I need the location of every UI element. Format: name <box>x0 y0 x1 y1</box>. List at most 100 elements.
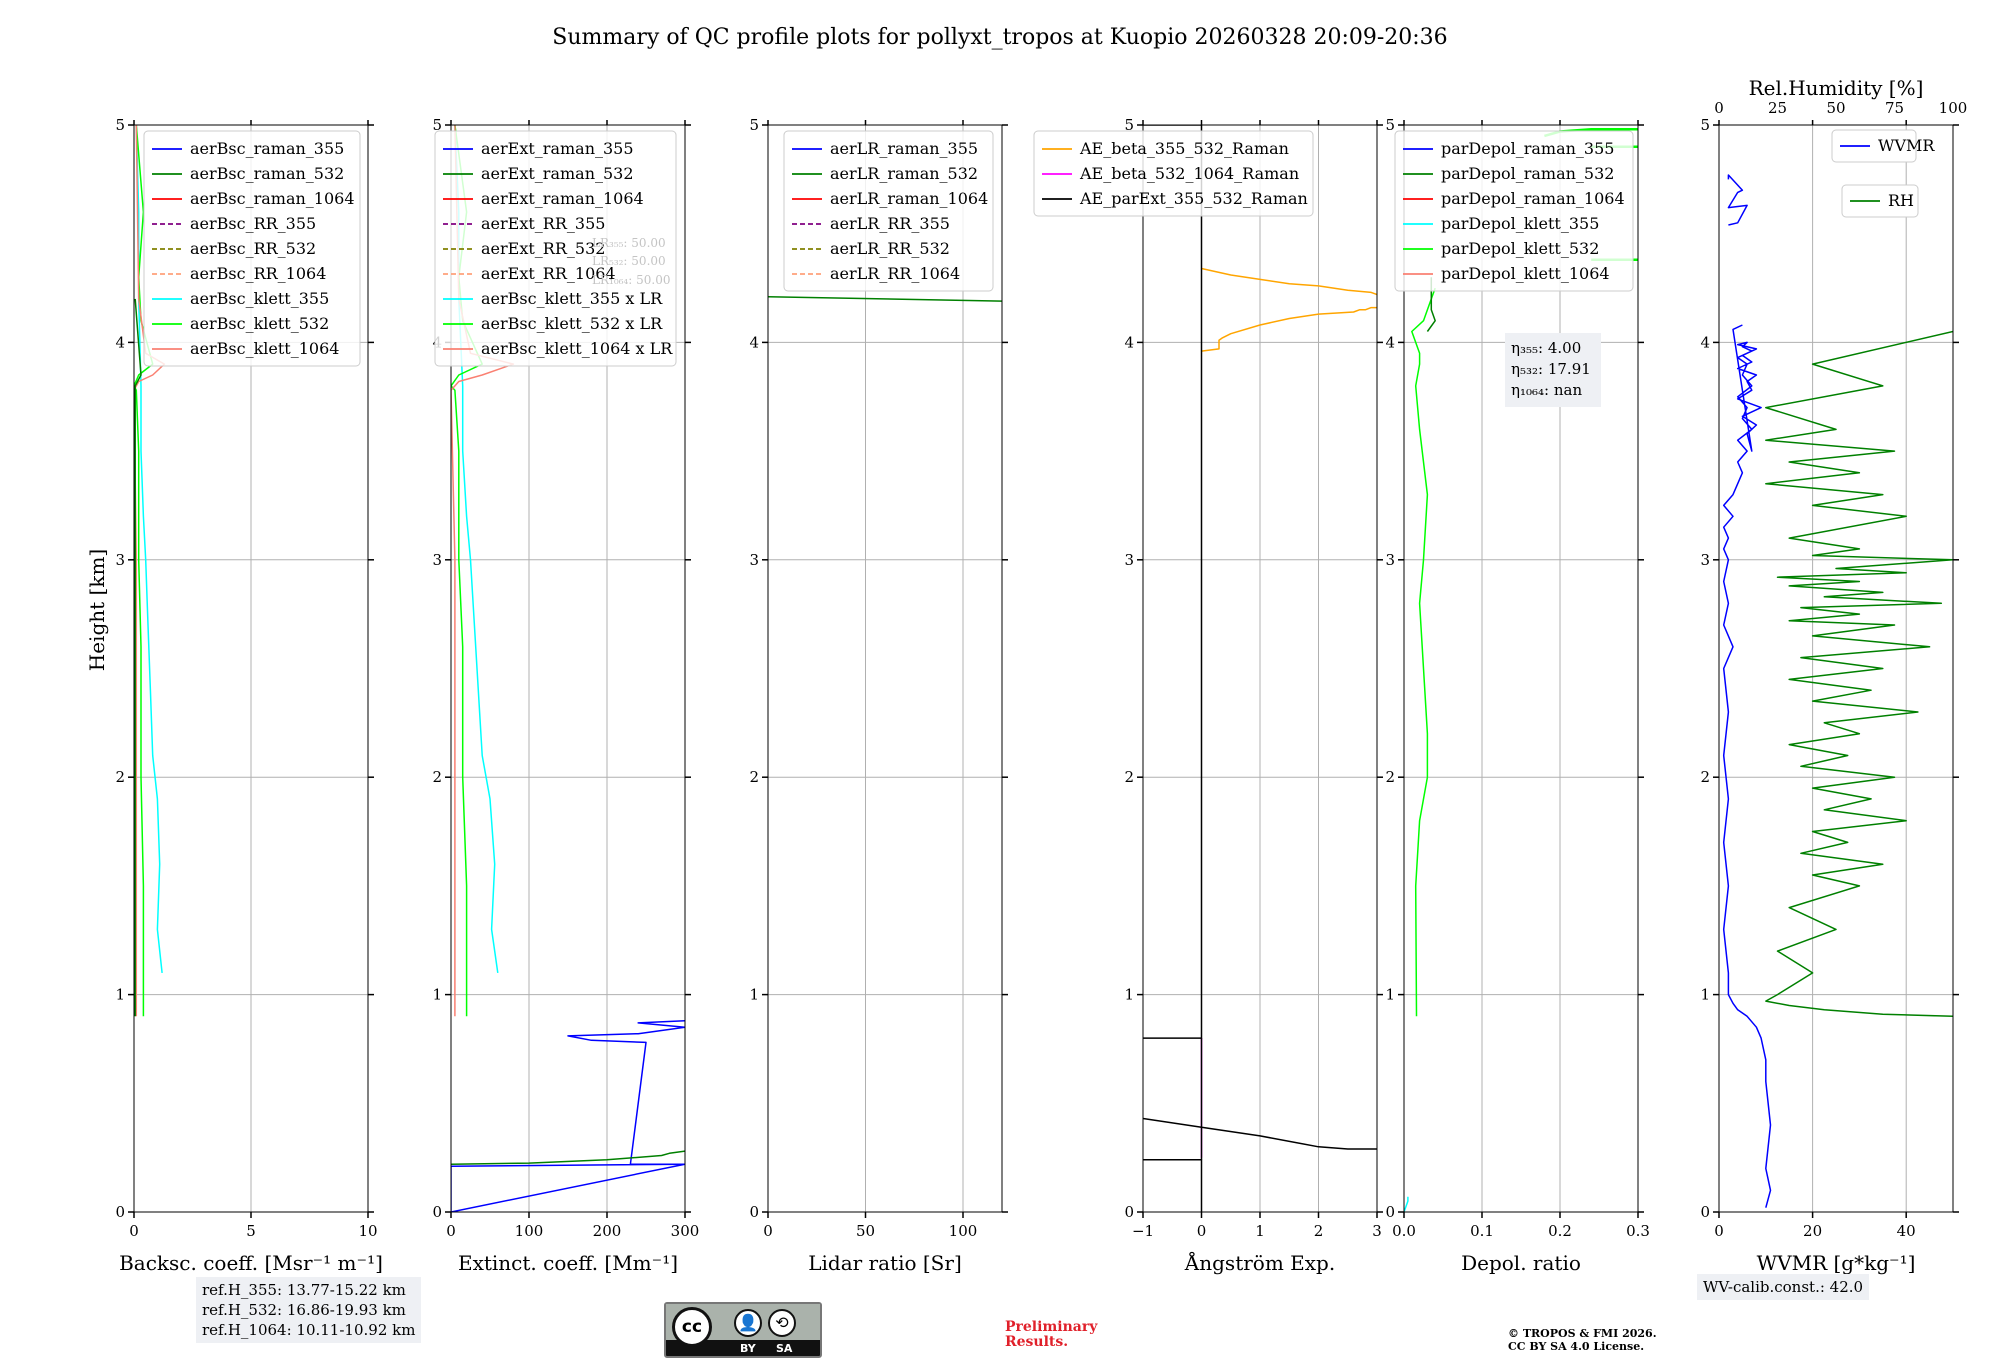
y-tick-label: 1 <box>749 986 759 1004</box>
ref-height-1064: ref.H_1064: 10.11-10.92 km <box>202 1321 416 1339</box>
legend-box-angstrom <box>1033 130 1314 217</box>
legend-label: aerLR_RR_1064 <box>830 264 960 283</box>
person-icon: 👤 <box>734 1309 762 1337</box>
x-tick-label: 2 <box>1314 1222 1324 1240</box>
legend-box-lidar-ratio <box>783 130 994 292</box>
legend-label: parDepol_klett_355 <box>1441 214 1599 233</box>
x-axis-label: Extinct. coeff. [Mm⁻¹] <box>458 1251 678 1275</box>
x-tick-label: 10 <box>358 1222 377 1240</box>
legend-box-extinction <box>434 130 677 367</box>
series-line-aerExt_raman_532 <box>451 1150 685 1165</box>
series-line-AE_beta_355_532_Raman <box>1201 267 1377 296</box>
legend-label: parDepol_raman_532 <box>1441 164 1614 183</box>
series-line-RH <box>1765 330 1953 1018</box>
lidar-ratio-faint-label: LR₅₃₂: 50.00 <box>592 254 666 268</box>
cc-icon: cc <box>672 1307 712 1347</box>
series-line-AE_parExt_355_532_Raman <box>1143 125 1203 1039</box>
legend-box-wvmr <box>1831 129 1917 163</box>
chart-panel-3: 0 50 100 0 1 2 3 4 5 Lidar ratio [Sr] aerLR_raman_… <box>749 116 1008 1275</box>
legend-label: aerBsc_klett_355 <box>190 289 329 308</box>
y-tick-label: 2 <box>1700 768 1710 786</box>
x-tick-label: 3 <box>1372 1222 1382 1240</box>
y-tick-label: 5 <box>432 116 442 134</box>
y-tick-label: 5 <box>115 116 125 134</box>
legend-label: aerLR_raman_355 <box>830 139 978 158</box>
series-line-aerLR_raman_532 <box>768 295 1002 302</box>
x-tick-label: 100 <box>949 1222 978 1240</box>
top-axis-label: Rel.Humidity [%] <box>1749 76 1924 100</box>
x-tick-label: 0.0 <box>1392 1222 1416 1240</box>
legend-label: aerBsc_raman_532 <box>190 164 344 183</box>
legend-label: aerBsc_klett_355 x LR <box>481 289 663 308</box>
x-tick-label: 0 <box>763 1222 773 1240</box>
x-tick-label: 0 <box>446 1222 456 1240</box>
lidar-ratio-faint-label: LR₁₀₆₄: 50.00 <box>592 273 670 287</box>
eta-label: η₁₀₆₄: nan <box>1511 381 1582 399</box>
cc-by-label: BY <box>740 1342 756 1355</box>
y-tick-label: 5 <box>1385 116 1395 134</box>
y-tick-label: 0 <box>432 1203 442 1221</box>
x-tick-label: 5 <box>246 1222 256 1240</box>
eta-label: η₅₃₂: 17.91 <box>1511 360 1591 378</box>
x-axis-label: Backsc. coeff. [Msr⁻¹ m⁻¹] <box>119 1251 383 1275</box>
y-tick-label: 3 <box>1124 551 1134 569</box>
series-line-AE_parExt_355_532_Raman <box>1143 1159 1203 1212</box>
top-tick-label: 50 <box>1826 99 1845 117</box>
series-line-WVMR <box>1727 174 1748 226</box>
y-tick-label: 5 <box>1124 116 1134 134</box>
cc-by-sa-badge: cc 👤 ⟲ BY SA <box>664 1302 822 1358</box>
axes-frame <box>1403 124 1639 1213</box>
y-tick-label: 2 <box>115 768 125 786</box>
series-line-parDepol_klett_355 <box>1404 1196 1409 1212</box>
y-tick-label: 3 <box>432 551 442 569</box>
legend-label: parDepol_raman_355 <box>1441 139 1614 158</box>
legend-label: aerExt_RR_1064 <box>481 264 616 283</box>
series-line-AE_beta_355_532_Raman <box>1201 306 1377 352</box>
chart-panel-5: 0.0 0.1 0.2 0.3 0 1 2 3 4 5 Depol. ratio parDepol_r… <box>1385 116 1649 1275</box>
legend-label: AE_beta_532_1064_Raman <box>1079 164 1299 183</box>
top-tick-label: 100 <box>1939 99 1968 117</box>
x-tick-label: 0.2 <box>1548 1222 1572 1240</box>
series-line-aerBsc_klett_1064 <box>134 125 166 1017</box>
axes-frame <box>450 124 686 1213</box>
legend-label: aerBsc_RR_1064 <box>190 264 326 283</box>
series-group <box>1143 125 1377 1212</box>
legend-label: aerLR_RR_532 <box>830 239 950 258</box>
y-tick-label: 4 <box>1700 333 1710 351</box>
legend-label: AE_parExt_355_532_Raman <box>1079 189 1308 208</box>
x-axis-label: Ångström Exp. <box>1184 1250 1335 1275</box>
eta-label: η₃₅₅: 4.00 <box>1511 339 1581 357</box>
legend-label: aerExt_RR_532 <box>481 239 605 258</box>
axes-frame <box>767 124 1003 1213</box>
y-tick-label: 2 <box>749 768 759 786</box>
preliminary-note: Preliminary Results. <box>1005 1320 1097 1350</box>
legend-label: aerBsc_RR_355 <box>190 214 316 233</box>
preliminary-line-1: Preliminary <box>1005 1319 1098 1335</box>
legend-label: aerExt_RR_355 <box>481 214 605 233</box>
y-tick-label: 2 <box>1385 768 1395 786</box>
legend-label: AE_beta_355_532_Raman <box>1079 139 1289 158</box>
y-tick-label: 0 <box>749 1203 759 1221</box>
figure-title: Summary of QC profile plots for pollyxt_… <box>552 25 1447 50</box>
y-tick-label: 0 <box>1124 1203 1134 1221</box>
x-tick-label: 0 <box>1714 1222 1724 1240</box>
y-tick-label: 3 <box>749 551 759 569</box>
x-axis-label: WVMR [g*kg⁻¹] <box>1757 1251 1916 1275</box>
y-tick-label: 4 <box>749 333 759 351</box>
y-tick-label: 1 <box>1700 986 1710 1004</box>
preliminary-line-2: Results. <box>1005 1334 1069 1350</box>
legend-label: parDepol_raman_1064 <box>1441 189 1625 208</box>
y-axis-label: Height [km] <box>85 549 109 671</box>
legend-label: aerLR_raman_1064 <box>830 189 988 208</box>
y-tick-label: 1 <box>1385 986 1395 1004</box>
x-tick-label: 50 <box>856 1222 875 1240</box>
lidar-ratio-faint-label: LR₃₅₅: 50.00 <box>592 236 666 250</box>
legend-label: aerBsc_klett_1064 <box>190 339 339 358</box>
x-tick-label: −1 <box>1132 1222 1154 1240</box>
x-tick-label: 300 <box>671 1222 700 1240</box>
series-line-AE_parExt_355_532_Raman <box>1143 1117 1377 1150</box>
legend-box-depol <box>1394 130 1634 292</box>
legend-label: aerLR_RR_355 <box>830 214 950 233</box>
x-tick-label: 1 <box>1255 1222 1265 1240</box>
